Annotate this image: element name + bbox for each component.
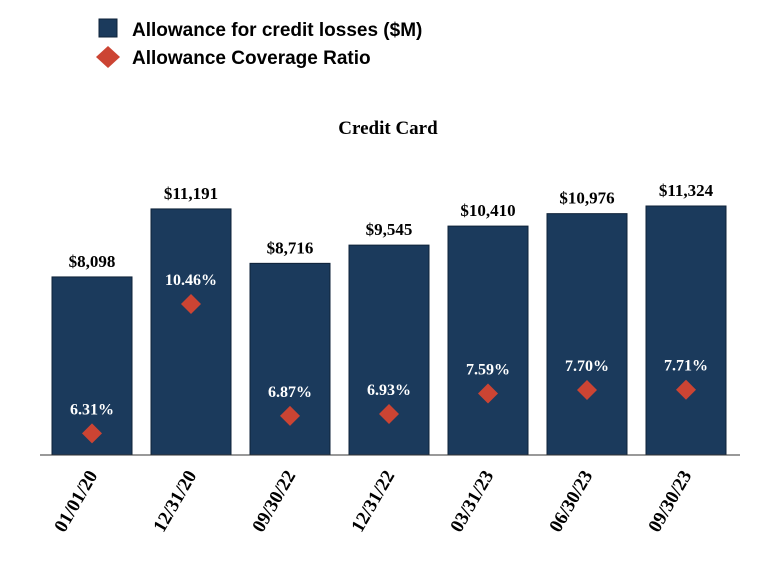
legend-label-allowance: Allowance for credit losses ($M) (132, 20, 422, 41)
bar-12/31/20 (150, 208, 232, 456)
legend-label-ratio: Allowance Coverage Ratio (132, 48, 371, 69)
ratio-value-label: 6.93% (367, 382, 411, 399)
x-tick-label: 09/30/22 (248, 467, 300, 536)
ratio-value-label: 6.87% (268, 384, 312, 401)
legend-swatch-allowance (98, 18, 118, 38)
bar-value-label: $8,098 (69, 252, 116, 271)
legend: Allowance for credit losses ($M) Allowan… (96, 18, 422, 69)
bar-value-label: $10,410 (460, 201, 515, 220)
x-tick-label: 03/31/23 (446, 467, 498, 536)
bar-09/30/22 (249, 262, 331, 456)
bar-06/30/23 (546, 213, 628, 456)
ratio-marker-12/31/20 (181, 294, 201, 314)
bar-03/31/23 (447, 225, 529, 456)
bar-value-label: $11,324 (659, 181, 714, 200)
ratio-marker-01/01/20 (82, 423, 102, 444)
ratio-value-label: 7.71% (664, 358, 708, 375)
ratio-marker-06/30/23 (577, 380, 597, 401)
legend-marker-ratio (96, 46, 120, 68)
ratio-value-label: 7.59% (466, 361, 510, 378)
ratio-marker-09/30/23 (676, 379, 696, 400)
x-tick-label: 06/30/23 (545, 467, 597, 536)
x-tick-label: 12/31/22 (347, 467, 399, 536)
x-tick-label: 01/01/20 (50, 467, 102, 536)
bar-value-label: $11,191 (164, 184, 218, 203)
plot-area: $8,098 6.31% 01/01/20 $11,191 10.46% 12/31/20… (50, 181, 727, 536)
chart-title: Credit Card (338, 118, 438, 139)
ratio-value-label: 10.46% (165, 272, 217, 289)
ratio-value-label: 6.31% (70, 401, 114, 418)
bar-value-label: $8,716 (267, 238, 314, 257)
ratio-marker-03/31/23 (478, 383, 498, 404)
bar-value-label: $9,545 (366, 220, 413, 239)
ratio-value-label: 7.70% (565, 358, 609, 375)
bar-value-label: $10,976 (559, 189, 614, 208)
ratio-marker-09/30/22 (280, 405, 300, 426)
x-tick-label: 12/31/20 (149, 467, 201, 536)
x-tick-label: 09/30/23 (644, 467, 696, 536)
ratio-marker-12/31/22 (379, 404, 399, 425)
bar-09/30/23 (645, 205, 727, 456)
